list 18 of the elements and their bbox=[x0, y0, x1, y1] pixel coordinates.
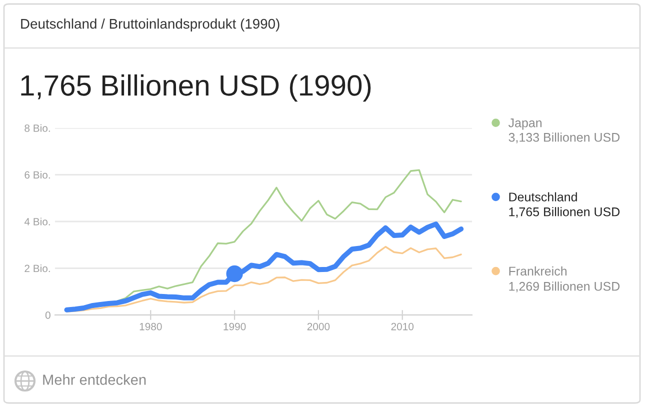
text: 1,765 Billionen USD bbox=[509, 207, 620, 218]
text: 1,269 Billionen USD bbox=[509, 282, 620, 292]
y-tick-label: 0 bbox=[45, 312, 50, 319]
y-tick-label: 2 Bio. bbox=[24, 264, 50, 272]
y-tick-label: 4 Bio. bbox=[24, 218, 50, 226]
text: Mehr entdecken bbox=[43, 374, 146, 385]
y-tick-label: 6 Bio. bbox=[24, 170, 50, 179]
x-tick-label: 1980 bbox=[140, 322, 162, 330]
legend-label: Frankreich bbox=[509, 266, 566, 276]
x-tick-label: 2010 bbox=[391, 322, 414, 330]
legend-label: Deutschland bbox=[509, 192, 577, 202]
legend-label: Japan bbox=[508, 118, 542, 130]
chart-subtitle: Deutschland / Bruttoinlandsprodukt (1990) bbox=[21, 18, 280, 32]
x-tick-label: 1990 bbox=[224, 322, 246, 330]
y-tick-label: 8 Bio. bbox=[24, 124, 50, 132]
x-tick-label: 2000 bbox=[307, 322, 330, 330]
text: 3,133 Billionen USD bbox=[508, 132, 620, 144]
chart-title: 1,765 Billionen USD (1990) bbox=[21, 74, 371, 102]
